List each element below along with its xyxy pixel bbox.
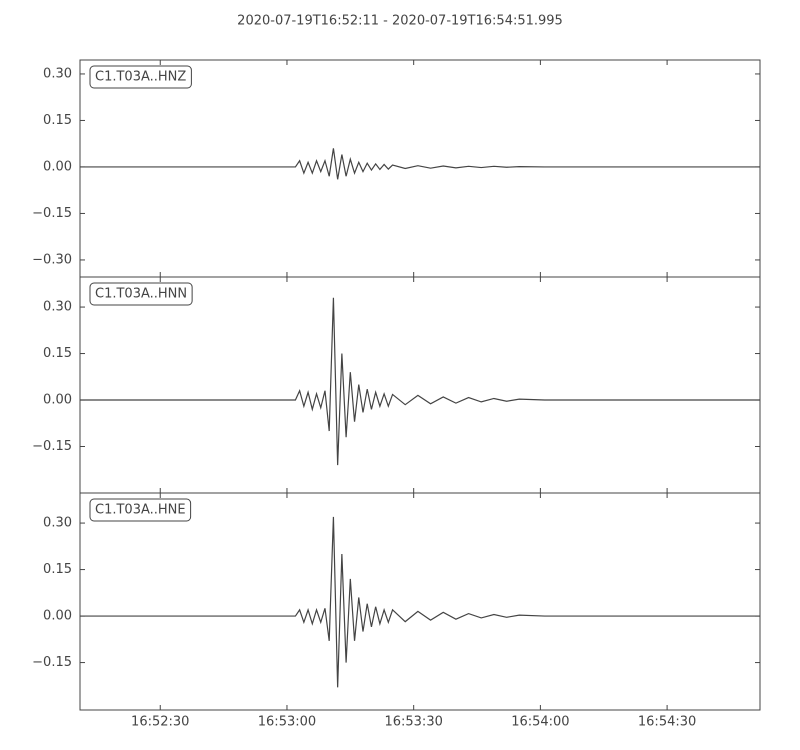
y-tick-label: 0.15 xyxy=(43,562,72,577)
y-tick-label: 0.30 xyxy=(43,66,72,81)
y-tick-label: 0.00 xyxy=(43,609,72,624)
trace-label: C1.T03A..HNN xyxy=(95,287,187,302)
x-tick-label: 16:53:00 xyxy=(258,715,316,730)
trace-label-box xyxy=(89,282,193,306)
y-tick-label: 0.00 xyxy=(43,159,72,174)
waveform xyxy=(80,516,760,688)
trace-label-box xyxy=(89,65,192,89)
y-tick-label: 0.30 xyxy=(43,516,72,531)
y-tick-label: 0.30 xyxy=(43,300,72,315)
waveform xyxy=(80,148,760,180)
figure-title: 2020-07-19T16:52:11 - 2020-07-19T16:54:5… xyxy=(237,14,563,29)
y-tick-label: −0.15 xyxy=(32,439,72,454)
trace-label-box xyxy=(89,498,192,522)
y-tick-label: −0.15 xyxy=(32,206,72,221)
axes-frame xyxy=(79,276,761,494)
y-tick-label: −0.15 xyxy=(32,655,72,670)
x-tick-label: 16:54:00 xyxy=(511,715,569,730)
axes-frame xyxy=(79,59,761,278)
x-tick-label: 16:53:30 xyxy=(384,715,442,730)
y-tick-label: 0.00 xyxy=(43,393,72,408)
x-tick-label: 16:52:30 xyxy=(131,715,189,730)
y-tick-label: 0.15 xyxy=(43,346,72,361)
trace-label: C1.T03A..HNE xyxy=(95,503,186,518)
y-tick-label: 0.15 xyxy=(43,113,72,128)
waveform xyxy=(80,297,760,466)
axes-frame xyxy=(79,492,761,711)
x-tick-label: 16:54:30 xyxy=(638,715,696,730)
trace-label: C1.T03A..HNZ xyxy=(95,70,186,85)
y-tick-label: −0.30 xyxy=(32,252,72,267)
